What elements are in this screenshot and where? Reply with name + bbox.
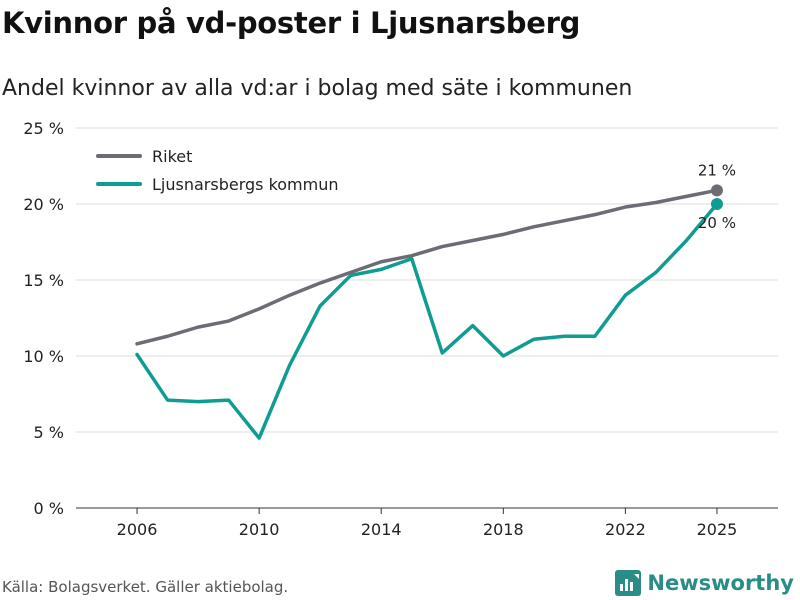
y-tick-label: 15 % (23, 271, 64, 290)
x-tick-label: 2025 (697, 520, 738, 539)
y-tick-label: 25 % (23, 119, 64, 138)
x-tick-label: 2010 (239, 520, 280, 539)
x-tick-label: 2014 (361, 520, 402, 539)
source-note: Källa: Bolagsverket. Gäller aktiebolag. (2, 578, 289, 596)
legend-label: Ljusnarsbergs kommun (152, 175, 339, 194)
y-tick-label: 10 % (23, 347, 64, 366)
series-endpoint-kommun (710, 198, 723, 210)
newsworthy-logo: Newsworthy (615, 568, 794, 598)
legend-label: Riket (152, 147, 192, 166)
end-label-riket: 21 % (698, 161, 736, 179)
newsworthy-logo-icon (615, 570, 642, 596)
series-line-riket (135, 188, 719, 346)
brand-name: Newsworthy (647, 571, 794, 595)
y-tick-label: 0 % (34, 499, 64, 518)
series-endpoint-riket (710, 184, 723, 197)
end-label-kommun: 20 % (698, 214, 736, 232)
x-tick-label: 2022 (605, 520, 646, 539)
series-line-kommun (135, 202, 719, 440)
y-tick-label: 5 % (34, 423, 64, 442)
chart-subtitle: Andel kvinnor av alla vd:ar i bolag med … (2, 76, 633, 101)
x-tick-label: 2006 (117, 520, 158, 539)
chart-title: Kvinnor på vd-poster i Ljusnarsberg (2, 6, 581, 40)
x-tick-label: 2018 (483, 520, 524, 539)
y-tick-label: 20 % (23, 195, 64, 214)
